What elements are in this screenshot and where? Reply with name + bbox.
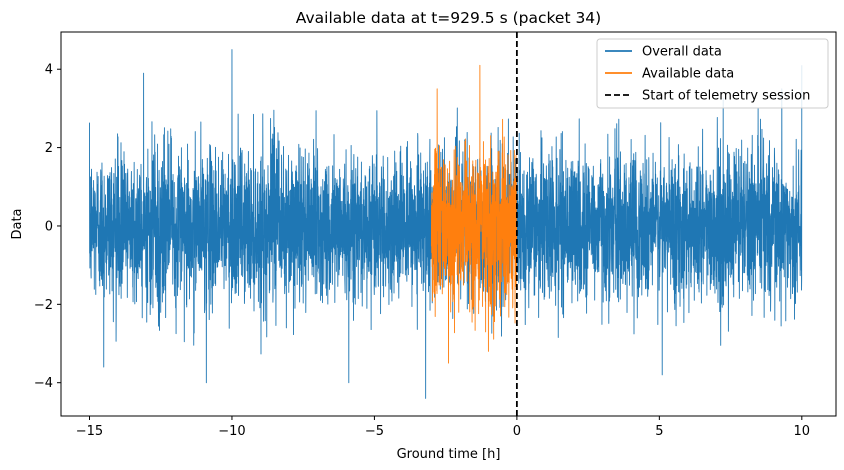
legend: Overall data Available data Start of telem…: [596, 38, 829, 109]
legend-label: Available data: [642, 67, 734, 82]
available-data-line: [430, 64, 518, 364]
x-tick-label: 10: [794, 424, 811, 439]
y-tick-label: 4: [45, 63, 53, 78]
x-tick-label: 0: [513, 424, 521, 439]
y-tick-label: −4: [34, 376, 53, 391]
y-axis-label: Data: [10, 208, 25, 239]
y-tick-label: 2: [45, 141, 53, 156]
x-tick-label: −10: [218, 424, 245, 439]
legend-label: Overall data: [642, 45, 722, 60]
x-tick-label: 5: [655, 424, 663, 439]
x-axis-label: Ground time [h]: [397, 447, 501, 462]
axis-ticks: −15 −10 −5 0 5 10 −4 −2 0 2 4: [34, 63, 810, 439]
y-tick-label: 0: [45, 219, 53, 234]
chart-title: Available data at t=929.5 s (packet 34): [296, 9, 601, 27]
plot-area: [89, 32, 803, 416]
legend-label: Start of telemetry session: [642, 89, 810, 104]
x-tick-label: −5: [365, 424, 384, 439]
y-tick-label: −2: [34, 298, 53, 313]
axes-frame: [60, 31, 837, 417]
x-tick-label: −15: [76, 424, 103, 439]
legend-box: [596, 38, 829, 109]
